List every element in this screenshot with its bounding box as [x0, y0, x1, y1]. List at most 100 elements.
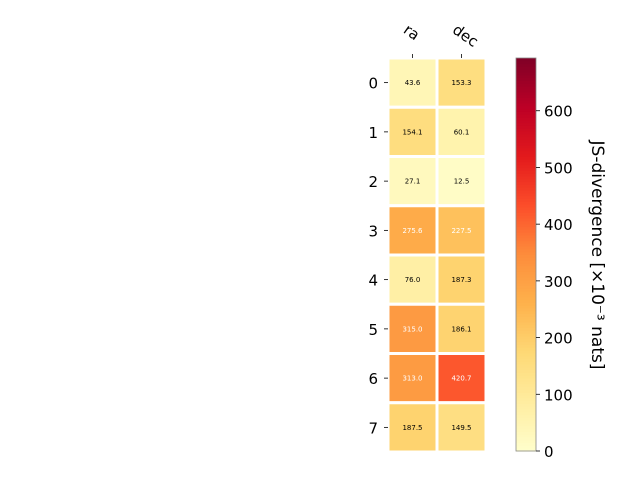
- colorbar-segment: [516, 262, 536, 267]
- colorbar-segment: [516, 111, 536, 115]
- colorbar-segment: [516, 448, 536, 452]
- colorbar-segment: [516, 313, 536, 317]
- colorbar-segment: [516, 206, 536, 211]
- colorbar-segment: [516, 307, 536, 312]
- colorbar-segment: [516, 276, 536, 281]
- colorbar-segment: [516, 232, 536, 236]
- colorbar-label: JS-divergence [×10⁻³ nats]: [587, 140, 607, 370]
- cell-value-label: 43.6: [405, 79, 421, 87]
- colorbar-segment: [516, 153, 536, 157]
- colorbar-segment: [516, 66, 536, 70]
- heatmap-cell: [435, 401, 488, 454]
- colorbar-segment: [516, 422, 536, 427]
- colorbar-segment: [516, 414, 536, 418]
- colorbar-segment: [516, 330, 536, 334]
- colorbar-segment: [516, 349, 536, 354]
- colorbar-segment: [516, 257, 536, 261]
- colorbar-segment: [516, 58, 536, 62]
- colorbar-segment: [516, 243, 536, 247]
- colorbar-segment: [516, 114, 536, 118]
- colorbar-segment: [516, 161, 536, 166]
- colorbar-segment: [516, 189, 536, 194]
- colorbar-segment: [516, 167, 536, 171]
- colorbar-segment: [516, 319, 536, 323]
- colorbar-segment: [516, 130, 536, 135]
- colorbar-segment: [516, 431, 536, 435]
- colorbar-segment: [516, 428, 536, 432]
- colorbar-segment: [516, 229, 536, 233]
- colorbar-segment: [516, 234, 536, 239]
- column-label: dec: [449, 21, 481, 51]
- colorbar-segment: [516, 324, 536, 329]
- colorbar-segment: [516, 420, 536, 424]
- colorbar-segment: [516, 397, 536, 402]
- colorbar-segment: [516, 156, 536, 160]
- colorbar-segment: [516, 133, 536, 138]
- colorbar-tick-label: 500: [544, 159, 573, 177]
- cell-value-label: 60.1: [454, 128, 470, 136]
- colorbar-segment: [516, 372, 536, 376]
- cell-value-label: 153.3: [451, 79, 471, 87]
- colorbar-tick-label: 600: [544, 103, 573, 121]
- row-label: 3: [368, 222, 378, 240]
- cell-value-label: 154.1: [402, 128, 422, 136]
- colorbar-segment: [516, 69, 536, 73]
- colorbar-tick-label: 200: [544, 330, 573, 348]
- colorbar-segment: [516, 181, 536, 185]
- cell-value-label: 420.7: [451, 375, 471, 383]
- colorbar-segment: [516, 389, 536, 393]
- colorbar-segment: [516, 296, 536, 301]
- colorbar-segment: [516, 147, 536, 152]
- colorbar-segment: [516, 119, 536, 124]
- colorbar-segment: [516, 358, 536, 362]
- row-label: 5: [368, 321, 378, 339]
- cell-value-label: 187.5: [402, 424, 422, 432]
- colorbar-segment: [516, 88, 536, 93]
- colorbar-segment: [516, 341, 536, 345]
- colorbar-segment: [516, 310, 536, 315]
- colorbar-tick-label: 0: [544, 443, 554, 461]
- row-label: 2: [368, 173, 378, 191]
- colorbar-segment: [516, 226, 536, 230]
- colorbar-segment: [516, 100, 536, 104]
- colorbar-segment: [516, 102, 536, 107]
- colorbar-segment: [516, 333, 536, 337]
- colorbar-segment: [516, 215, 536, 219]
- colorbar-segment: [516, 417, 536, 421]
- colorbar-segment: [516, 187, 536, 191]
- colorbar-segment: [516, 254, 536, 258]
- colorbar-tick-label: 100: [544, 386, 573, 404]
- colorbar-segment: [516, 274, 536, 278]
- colorbar-segment: [516, 335, 536, 340]
- colorbar-segment: [516, 74, 536, 79]
- colorbar-segment: [516, 209, 536, 213]
- colorbar-segment: [516, 91, 536, 96]
- colorbar-segment: [516, 63, 536, 68]
- colorbar: 0 100 200 300 400 500 600: [515, 57, 573, 461]
- colorbar-segment: [516, 251, 536, 256]
- colorbar-segment: [516, 173, 536, 177]
- colorbar-segment: [516, 268, 536, 272]
- colorbar-segment: [516, 394, 536, 399]
- heatmap-cells: 43.6 153.3 154.1 60.1 27.1 12.5 275.6 227.5 76.0…: [386, 56, 488, 454]
- colorbar-segment: [516, 170, 536, 174]
- cell-value-label: 12.5: [454, 178, 470, 186]
- colorbar-segment: [516, 94, 536, 98]
- colorbar-segment: [516, 271, 536, 275]
- row-label: 6: [368, 370, 378, 388]
- colorbar-segment: [516, 363, 536, 368]
- row-label: 1: [368, 124, 378, 142]
- colorbar-segment: [516, 436, 536, 441]
- colorbar-segment: [516, 72, 536, 76]
- colorbar-segment: [516, 178, 536, 183]
- colorbar-frame: [515, 57, 537, 452]
- colorbar-segment: [516, 218, 536, 222]
- colorbar-segment: [516, 378, 536, 382]
- row-labels: 0 1 2 3 4 5 6 7: [368, 75, 388, 437]
- colorbar-segment: [516, 425, 536, 430]
- cell-value-label: 187.3: [451, 276, 471, 284]
- colorbar-segment: [516, 299, 536, 303]
- cell-value-label: 275.6: [402, 227, 423, 235]
- colorbar-segment: [516, 288, 536, 292]
